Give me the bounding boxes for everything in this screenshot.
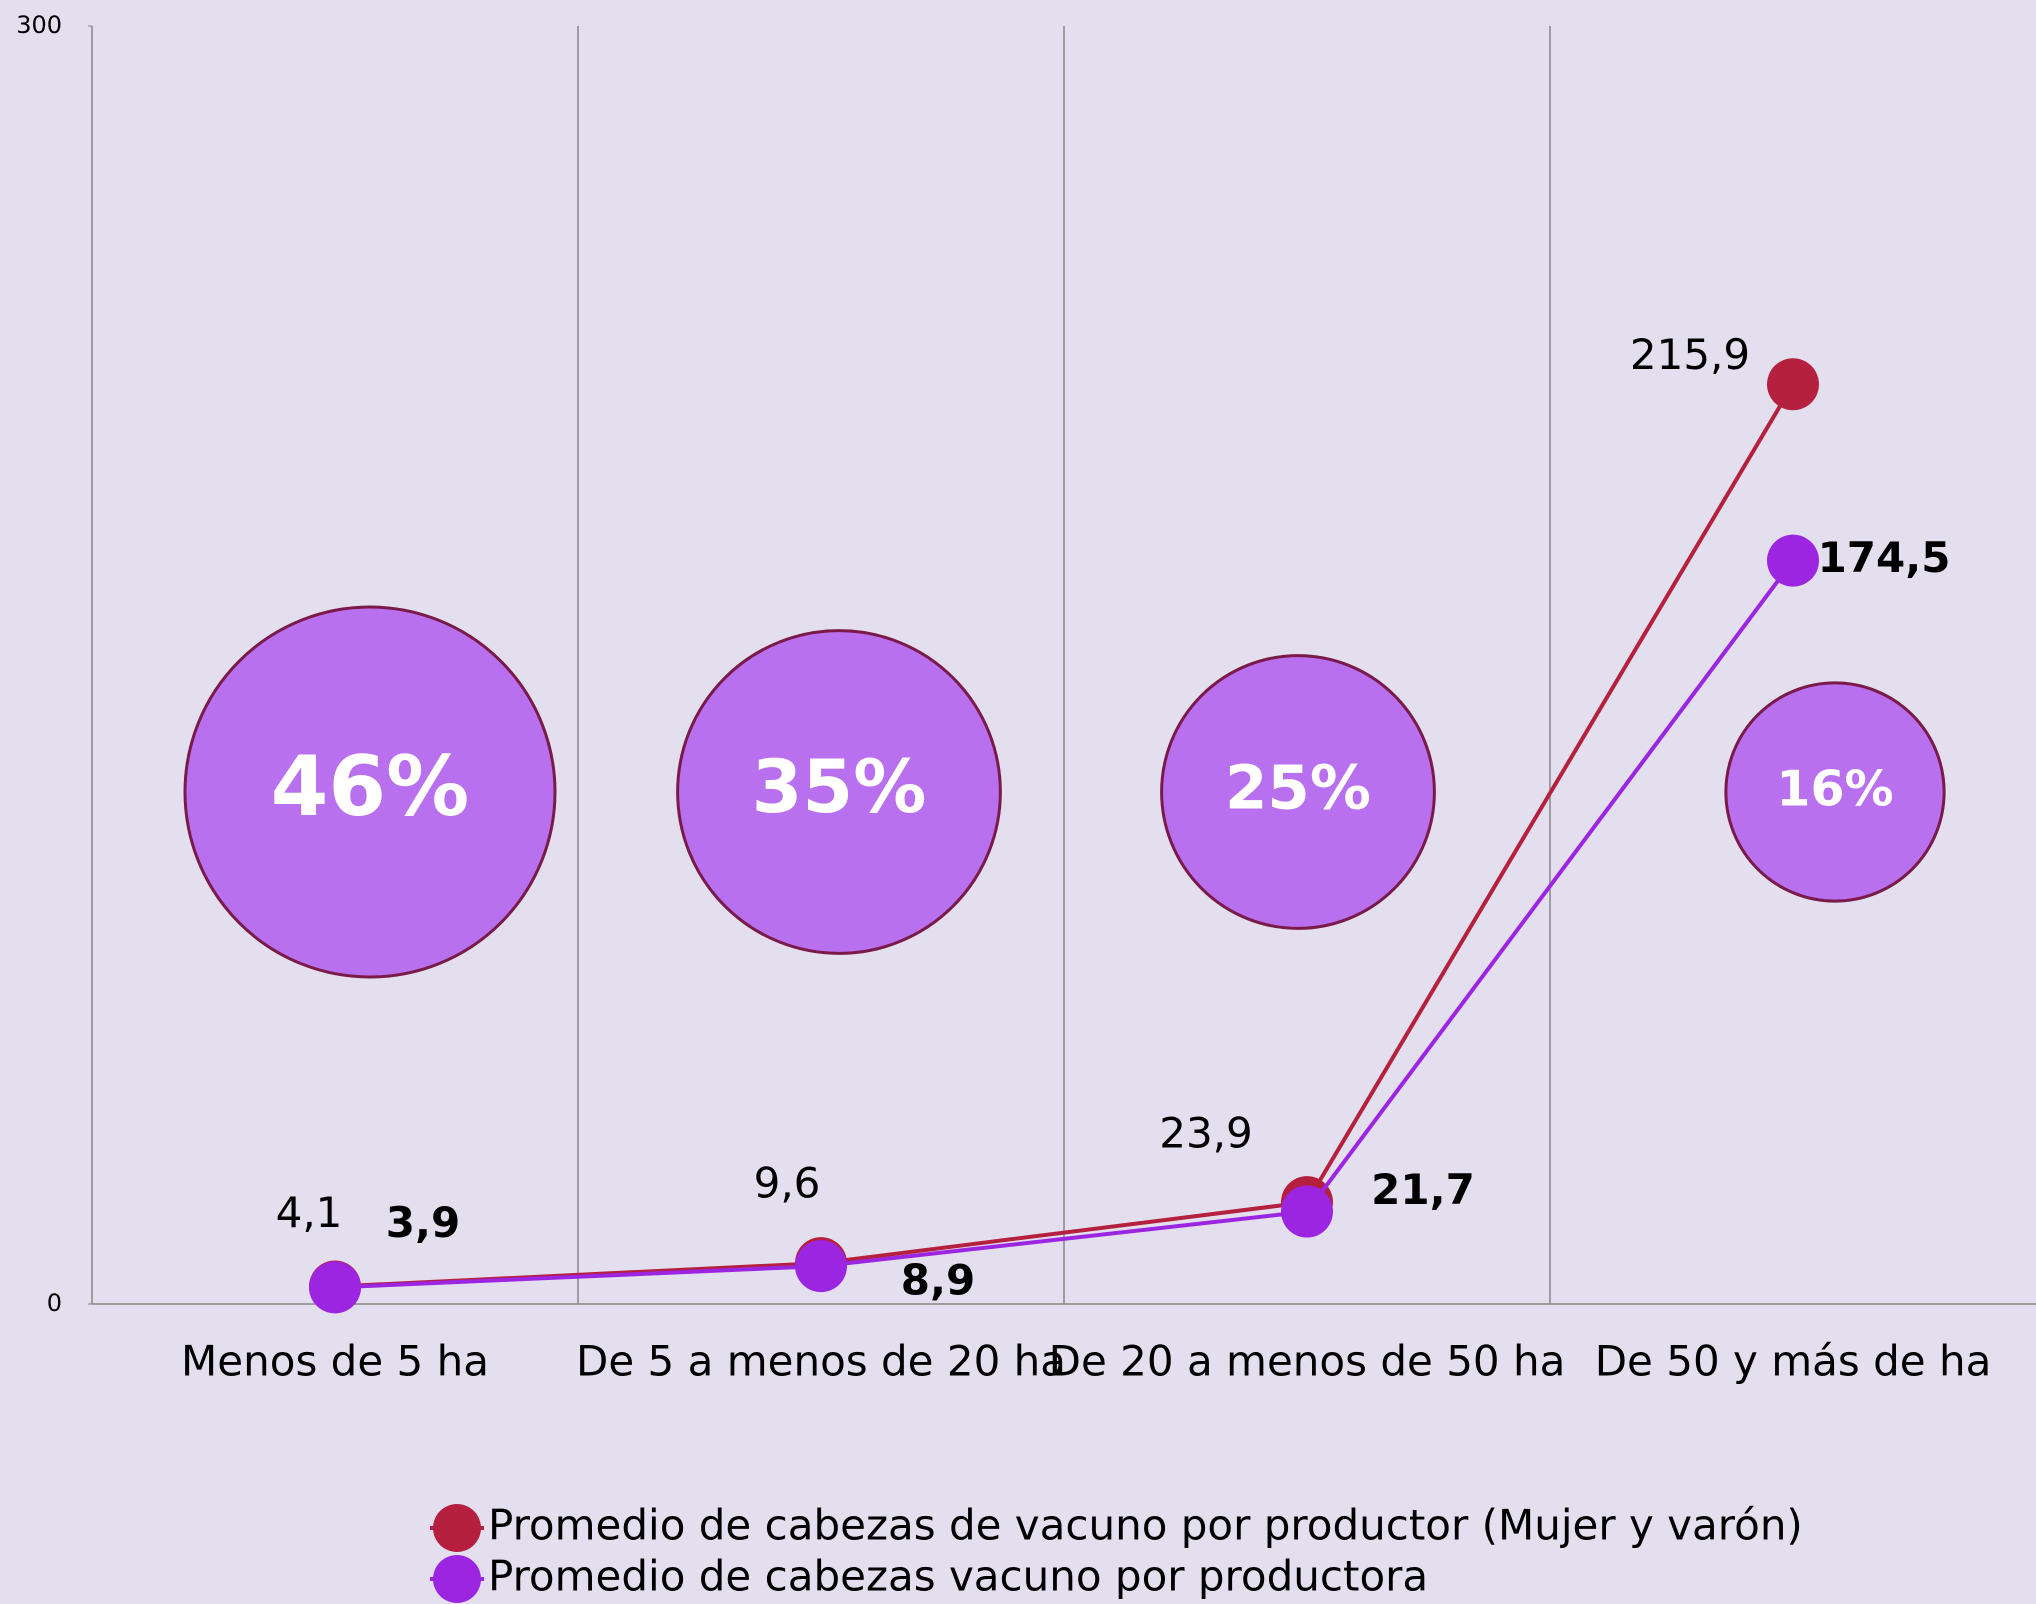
data-label: 9,6 — [754, 1159, 821, 1208]
bubble-label: 35% — [752, 745, 927, 830]
bubble — [183, 605, 557, 979]
point — [1767, 534, 1819, 587]
bubble — [676, 629, 1002, 955]
point — [1281, 1185, 1333, 1238]
data-label: 4,1 — [276, 1188, 343, 1237]
bubble-label: 46% — [271, 738, 470, 835]
legend-label: Promedio de cabezas vacuno por productor… — [488, 1552, 1428, 1601]
series-line — [334, 559, 1795, 1290]
bubble — [1160, 654, 1436, 930]
y-tick-label: 300 — [16, 11, 62, 39]
y-tick-label: 0 — [47, 1289, 62, 1317]
x-tick-label: De 50 y más de ha — [1595, 1337, 1992, 1386]
bubble — [1724, 681, 1946, 903]
x-tick-label: De 20 a menos de 50 ha — [1049, 1337, 1566, 1386]
point — [795, 1240, 847, 1293]
data-label: 3,9 — [386, 1198, 460, 1247]
point — [1767, 358, 1819, 411]
x-tick-label: Menos de 5 ha — [181, 1337, 489, 1386]
data-label: 174,5 — [1818, 533, 1951, 582]
data-label: 8,9 — [901, 1256, 975, 1305]
bubble-label: 25% — [1225, 753, 1371, 824]
data-label: 23,9 — [1159, 1109, 1253, 1158]
point — [309, 1261, 361, 1314]
legend-label: Promedio de cabezas de vacuno por produc… — [488, 1501, 1803, 1550]
legend-marker — [433, 1504, 481, 1552]
data-label: 215,9 — [1630, 330, 1750, 379]
legend-marker — [433, 1555, 481, 1603]
x-tick-label: De 5 a menos de 20 ha — [576, 1337, 1066, 1386]
bubble-label: 16% — [1776, 761, 1893, 818]
data-label: 21,7 — [1371, 1165, 1475, 1214]
